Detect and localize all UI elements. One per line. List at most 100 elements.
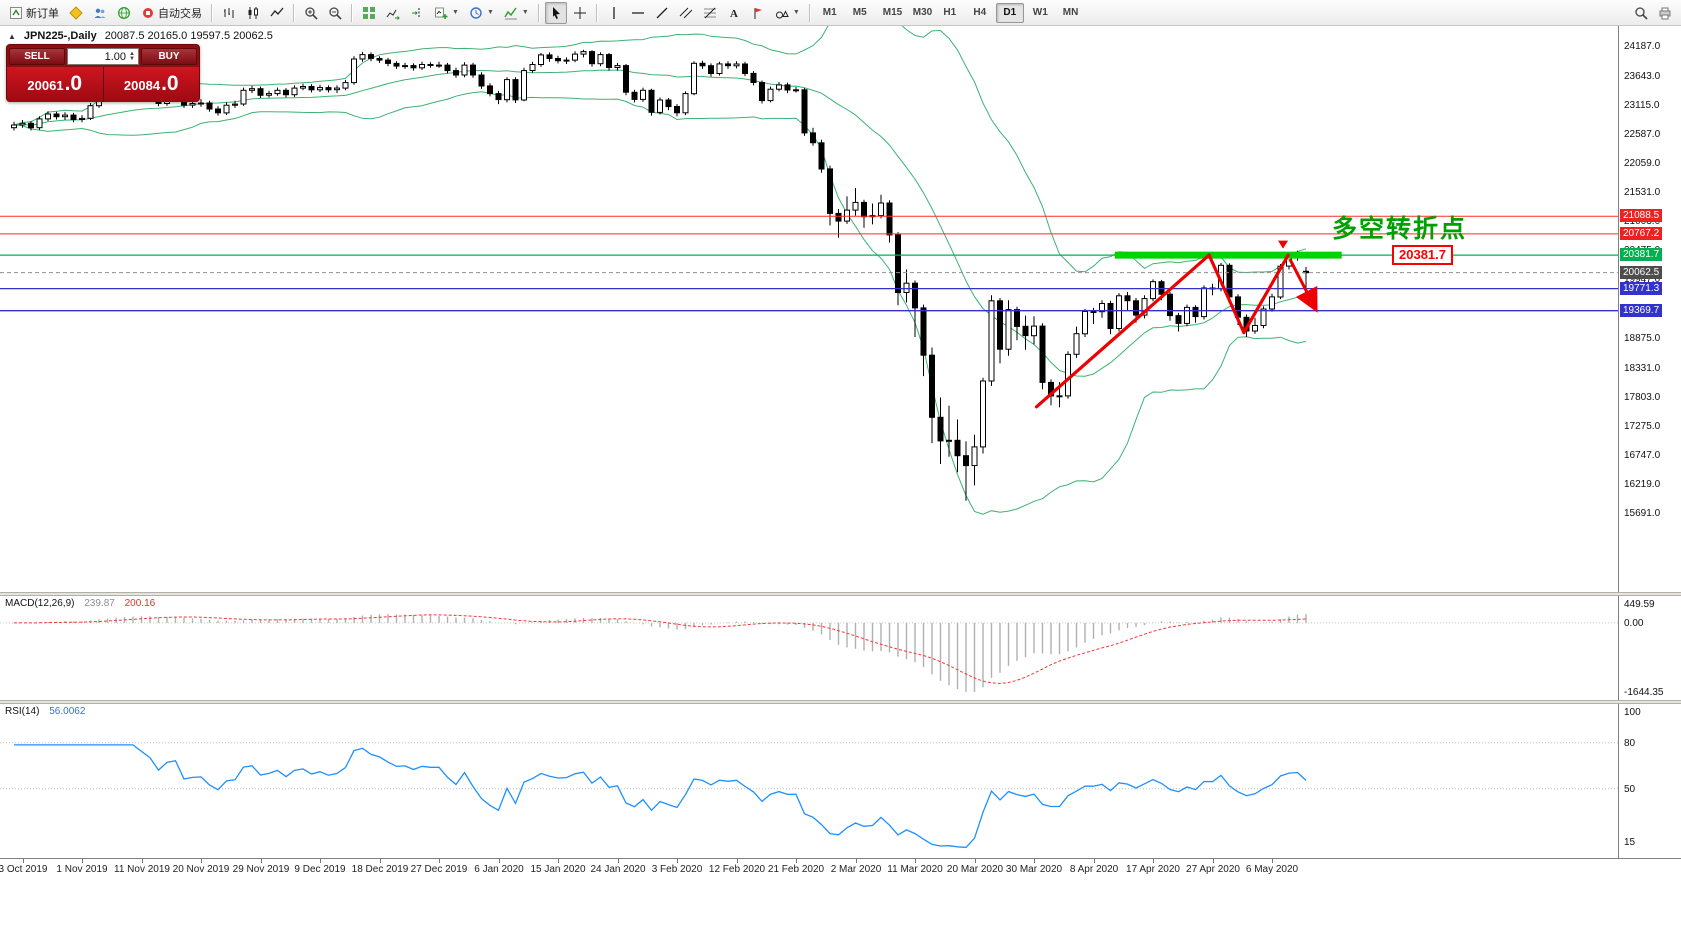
one-click-panel: SELL 1.00 ▲ ▼ BUY 20061 .0 20084 .0 [6, 44, 200, 102]
time-tick [320, 859, 321, 863]
candlestick-chart-button[interactable] [242, 2, 264, 24]
text-button[interactable]: A [723, 2, 745, 24]
macd-canvas[interactable] [0, 596, 1618, 700]
toolbar: 新订单 自动交易 ▼ ▼ ▼ A ▼ M1 M5 M15 M30 H1 H4 D1 W1 MN [0, 0, 1681, 26]
hline-icon [631, 11, 644, 14]
zoom-out-button[interactable] [324, 2, 346, 24]
fibonacci-button[interactable] [699, 2, 721, 24]
sell-arrow[interactable] [1288, 258, 1318, 313]
timeframe-button-M5[interactable]: M5 [846, 3, 874, 23]
time-tick [1094, 859, 1095, 863]
vline-icon [613, 6, 615, 19]
one-click-toggle-icon[interactable]: ▲ [8, 31, 16, 41]
panel-splitter[interactable] [0, 592, 1681, 596]
toolbar-separator [808, 3, 811, 22]
vertical-line-button[interactable] [603, 2, 625, 24]
timeframe-button-H1[interactable]: H1 [936, 3, 964, 23]
buy-price-main: 20084 [123, 78, 161, 93]
community-button[interactable] [89, 2, 111, 24]
timeframe-button-M30[interactable]: M30 [906, 3, 934, 23]
time-tick [1034, 859, 1035, 863]
time-tick [737, 859, 738, 863]
price-chart-canvas[interactable] [0, 26, 1618, 592]
panel-splitter[interactable] [0, 700, 1681, 704]
tile-windows-button[interactable] [358, 2, 380, 24]
rsi-label: RSI(14) 56.0062 [5, 706, 85, 717]
profiles-button[interactable]: ▼ [465, 2, 498, 24]
timeframe-button-MN[interactable]: MN [1056, 3, 1084, 23]
time-label: 6 Jan 2020 [474, 864, 524, 875]
shift-icon [412, 7, 420, 18]
rsi-scale[interactable]: 100 80 50 15 [1618, 704, 1681, 858]
price-tick: 18331.0 [1624, 363, 1661, 374]
zoom-in-button[interactable] [300, 2, 322, 24]
time-label: 11 Mar 2020 [887, 864, 943, 875]
new-order-button[interactable]: 新订单 [5, 2, 63, 24]
timeframe-button-H4[interactable]: H4 [966, 3, 994, 23]
toolbar-separator [537, 3, 540, 22]
new-chart-button[interactable]: ▼ [430, 2, 463, 24]
peak-marker[interactable] [1278, 240, 1289, 249]
toolbar-separator [293, 3, 295, 22]
trendline-button[interactable] [651, 2, 673, 24]
time-label: 3 Feb 2020 [651, 864, 703, 875]
trend-line-3[interactable] [1242, 253, 1290, 335]
line-chart-button[interactable] [266, 2, 288, 24]
buy-price[interactable]: 20084 .0 [103, 67, 199, 102]
time-tick [1153, 859, 1154, 863]
mql5-button[interactable] [113, 2, 135, 24]
bollinger-middle [13, 69, 1307, 377]
price-tick: 23643.0 [1624, 71, 1661, 82]
yellow-badge-icon [69, 5, 83, 20]
arrows-button[interactable]: ▼ [771, 2, 804, 24]
time-label: 8 Apr 2020 [1069, 864, 1119, 875]
bar-chart-button[interactable] [218, 2, 240, 24]
crosshair-button[interactable] [569, 2, 591, 24]
volume-value: 1.00 [104, 50, 127, 63]
text-label-button[interactable] [747, 2, 769, 24]
time-label: 21 Feb 2020 [767, 864, 825, 875]
zoom-in-icon [305, 6, 318, 20]
chart-shift-button[interactable] [406, 2, 428, 24]
auto-scroll-button[interactable] [382, 2, 404, 24]
timeframe-button-W1[interactable]: W1 [1026, 3, 1054, 23]
autotrading-button[interactable]: 自动交易 [137, 2, 206, 24]
price-tick: 21531.0 [1624, 187, 1661, 198]
candles-series [11, 49, 1309, 501]
chart-annotation[interactable]: 多空转折点 [1332, 215, 1468, 243]
rsi-value: 56.0062 [49, 706, 86, 717]
level-price-label[interactable]: 20381.7 [1392, 245, 1453, 265]
sell-price[interactable]: 20061 .0 [7, 67, 103, 102]
trend-line-1[interactable] [1034, 253, 1211, 409]
crosshair-icon [573, 6, 586, 19]
rsi-scale-tick: 100 [1624, 707, 1641, 718]
rsi-name: RSI(14) [5, 706, 40, 717]
indicators-button[interactable]: ▼ [500, 2, 533, 24]
price-scale[interactable]: 24187.0 23643.0 23115.0 22587.0 22059.0 21531… [1618, 26, 1681, 592]
timeframe-button-D1[interactable]: D1 [995, 2, 1024, 23]
print-button[interactable] [1654, 2, 1676, 24]
search-button[interactable] [1630, 2, 1652, 24]
timeframe-button-M1[interactable]: M1 [816, 3, 844, 23]
time-tick [380, 859, 381, 863]
trend-line-2[interactable] [1207, 253, 1246, 335]
buy-button[interactable]: BUY [141, 48, 197, 65]
timeframe-button-M15[interactable]: M15 [876, 3, 904, 23]
macd-name: MACD(12,26,9) [5, 598, 75, 609]
time-label: 17 Apr 2020 [1126, 864, 1180, 875]
indicators-icon [504, 7, 517, 19]
volume-spinner-icon[interactable]: ▲ ▼ [129, 50, 135, 62]
cursor-button[interactable] [544, 1, 567, 24]
rsi-canvas[interactable] [0, 704, 1618, 858]
horizontal-line-button[interactable] [627, 2, 649, 24]
price-badge-19369.7: 19369.7 [1620, 304, 1663, 317]
macd-scale[interactable]: 449.59 0.00 -1644.35 [1618, 596, 1681, 700]
time-axis[interactable]: 3 Oct 2019 1 Nov 2019 11 Nov 2019 20 Nov 20… [0, 858, 1681, 951]
price-tick: 23115.0 [1624, 100, 1660, 111]
equidistant-channel-button[interactable] [675, 2, 697, 24]
metaeditor-button[interactable] [65, 2, 87, 24]
price-tick: 22587.0 [1624, 129, 1661, 140]
volume-input[interactable]: 1.00 ▲ ▼ [67, 48, 139, 65]
sell-button[interactable]: SELL [9, 48, 65, 65]
